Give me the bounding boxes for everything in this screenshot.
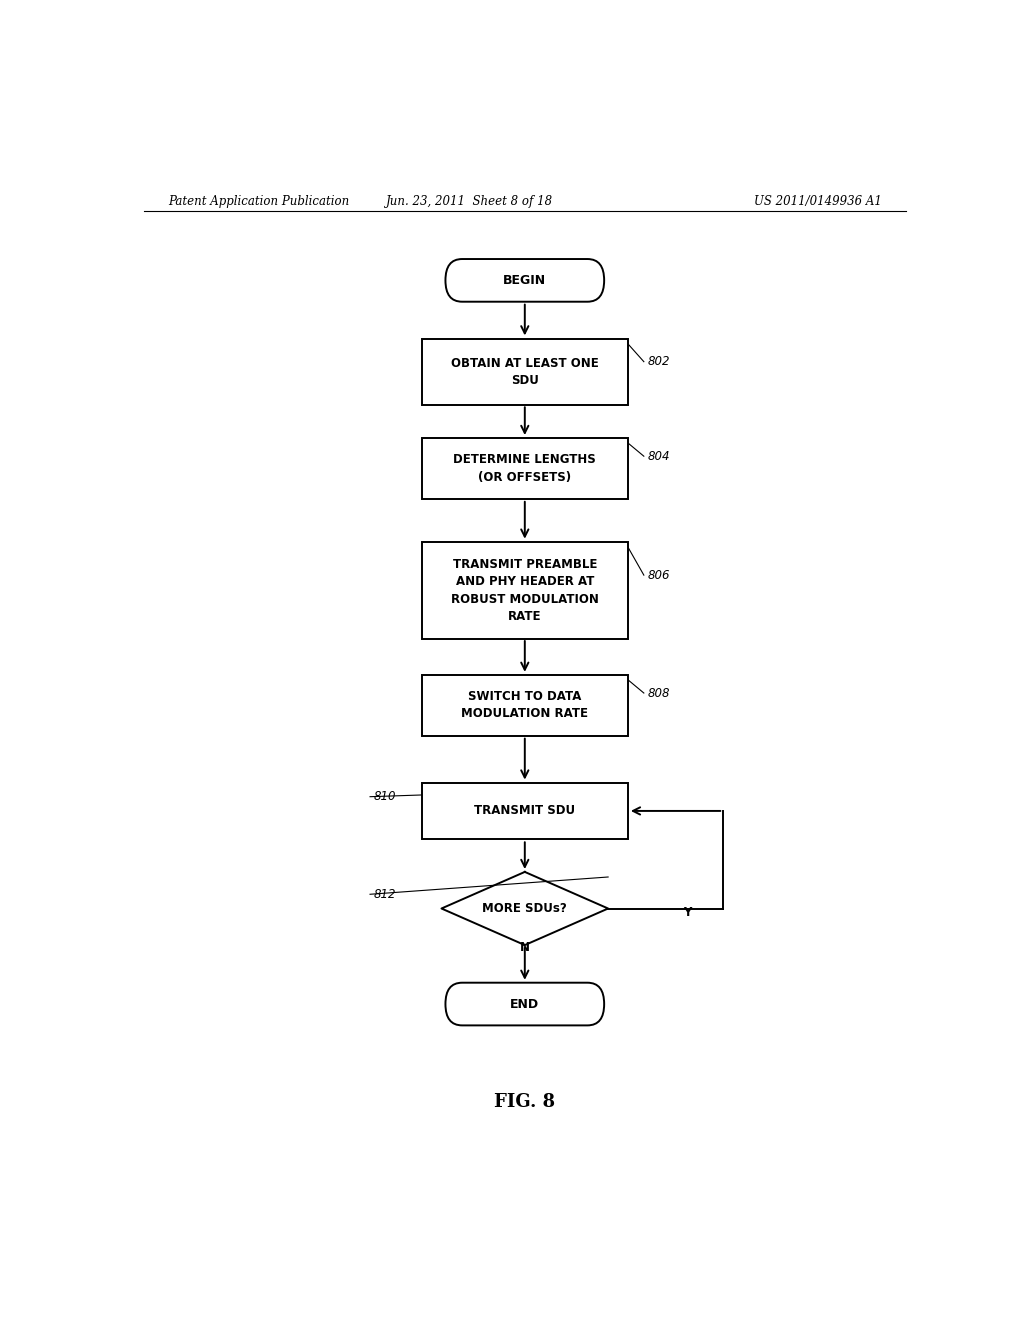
Text: TRANSMIT SDU: TRANSMIT SDU — [474, 804, 575, 817]
Bar — [422, 339, 628, 405]
Text: MORE SDUs?: MORE SDUs? — [482, 902, 567, 915]
Text: 812: 812 — [374, 888, 396, 900]
Text: 806: 806 — [648, 569, 671, 582]
Text: 804: 804 — [648, 450, 671, 463]
Polygon shape — [441, 873, 608, 945]
Bar — [422, 543, 628, 639]
FancyBboxPatch shape — [445, 982, 604, 1026]
Text: FIG. 8: FIG. 8 — [495, 1093, 555, 1110]
Text: N: N — [520, 941, 529, 954]
Text: OBTAIN AT LEAST ONE
SDU: OBTAIN AT LEAST ONE SDU — [451, 356, 599, 387]
Bar — [422, 675, 628, 735]
Text: BEGIN: BEGIN — [503, 273, 547, 286]
Text: 802: 802 — [648, 355, 671, 368]
Text: 808: 808 — [648, 686, 671, 700]
Text: Jun. 23, 2011  Sheet 8 of 18: Jun. 23, 2011 Sheet 8 of 18 — [386, 194, 553, 207]
Text: END: END — [510, 998, 540, 1011]
Text: TRANSMIT PREAMBLE
AND PHY HEADER AT
ROBUST MODULATION
RATE: TRANSMIT PREAMBLE AND PHY HEADER AT ROBU… — [451, 557, 599, 623]
Text: US 2011/0149936 A1: US 2011/0149936 A1 — [754, 194, 882, 207]
Text: 810: 810 — [374, 791, 396, 803]
Text: SWITCH TO DATA
MODULATION RATE: SWITCH TO DATA MODULATION RATE — [461, 690, 589, 721]
Bar — [422, 438, 628, 499]
Text: Y: Y — [684, 906, 692, 919]
FancyBboxPatch shape — [445, 259, 604, 302]
Bar — [422, 783, 628, 840]
Text: DETERMINE LENGTHS
(OR OFFSETS): DETERMINE LENGTHS (OR OFFSETS) — [454, 453, 596, 483]
Text: Patent Application Publication: Patent Application Publication — [168, 194, 349, 207]
